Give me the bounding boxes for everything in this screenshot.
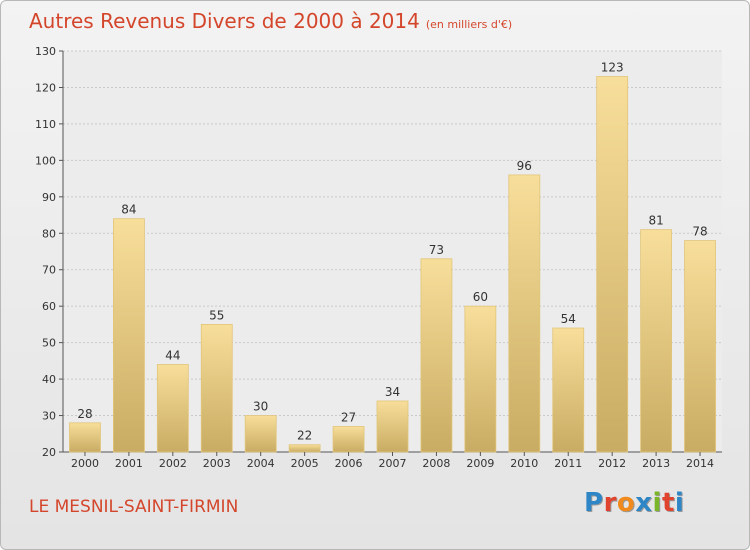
x-tick-label: 2005 xyxy=(291,457,319,470)
x-tick-label: 2004 xyxy=(247,457,275,470)
x-tick-label: 2011 xyxy=(554,457,582,470)
commune-name: LE MESNIL-SAINT-FIRMIN xyxy=(29,497,239,517)
x-tick-label: 2009 xyxy=(466,457,494,470)
bar-value-label: 44 xyxy=(165,349,180,363)
bar xyxy=(244,415,277,453)
bar xyxy=(288,444,321,453)
chart-subtitle: (en milliers d'€) xyxy=(425,18,513,31)
logo-letter: i xyxy=(674,488,685,518)
bar-value-label: 73 xyxy=(429,243,444,257)
x-tick-label: 2007 xyxy=(379,457,407,470)
bar xyxy=(332,426,365,453)
bar xyxy=(376,400,409,453)
y-tick-label: 60 xyxy=(42,300,56,313)
y-tick-label: 40 xyxy=(42,373,56,386)
bar xyxy=(684,240,716,453)
x-tick-label: 2001 xyxy=(115,457,143,470)
y-tick-label: 110 xyxy=(35,118,56,131)
bar xyxy=(596,76,629,453)
logo-letter: r xyxy=(603,488,617,518)
x-tick-label: 2000 xyxy=(71,457,99,470)
bar-value-label: 54 xyxy=(561,312,576,326)
bar-value-label: 27 xyxy=(341,410,356,424)
y-tick-label: 70 xyxy=(42,264,56,277)
bar-value-label: 34 xyxy=(385,385,400,399)
x-tick-label: 2012 xyxy=(598,457,626,470)
chart-title-text: Autres Revenus Divers de 2000 à 2014 xyxy=(29,9,420,33)
y-tick-label: 30 xyxy=(42,410,56,423)
bar xyxy=(69,422,101,453)
proxiti-logo: Proxiti xyxy=(584,488,684,518)
bar-value-label: 96 xyxy=(517,159,532,173)
x-tick-label: 2010 xyxy=(510,457,538,470)
bar-value-label: 55 xyxy=(209,308,224,322)
x-tick-label: 2002 xyxy=(159,457,187,470)
logo-letter: x xyxy=(635,488,653,518)
logo-letter: P xyxy=(584,488,604,518)
bar xyxy=(464,305,497,453)
logo-letter: i xyxy=(652,488,662,518)
bar xyxy=(200,324,233,453)
x-tick-label: 2013 xyxy=(642,457,670,470)
y-tick-label: 80 xyxy=(42,227,56,240)
x-tick-label: 2008 xyxy=(422,457,450,470)
x-tick-label: 2014 xyxy=(686,457,714,470)
bar-value-label: 123 xyxy=(601,61,624,75)
logo-letter: o xyxy=(616,488,636,518)
bar xyxy=(552,327,585,453)
logo-letter: t xyxy=(661,488,675,518)
bar xyxy=(508,174,541,453)
bar-value-label: 60 xyxy=(473,290,488,304)
bar-value-label: 84 xyxy=(121,203,136,217)
y-tick-label: 120 xyxy=(35,81,56,94)
chart-title: Autres Revenus Divers de 2000 à 2014 (en … xyxy=(29,9,512,33)
x-tick-label: 2006 xyxy=(335,457,363,470)
bar xyxy=(156,364,189,453)
y-tick-label: 50 xyxy=(42,337,56,350)
y-tick-label: 20 xyxy=(42,446,56,459)
bar xyxy=(640,229,672,453)
bar-value-label: 30 xyxy=(253,400,268,414)
bar-value-label: 78 xyxy=(692,225,707,239)
y-tick-label: 100 xyxy=(35,154,56,167)
y-tick-label: 90 xyxy=(42,191,56,204)
bar-value-label: 28 xyxy=(77,407,92,421)
y-tick-label: 130 xyxy=(35,45,56,58)
bar-value-label: 81 xyxy=(648,214,663,228)
x-tick-label: 2003 xyxy=(203,457,231,470)
bar-value-label: 22 xyxy=(297,429,312,443)
bar xyxy=(420,258,453,453)
bar xyxy=(113,218,145,453)
